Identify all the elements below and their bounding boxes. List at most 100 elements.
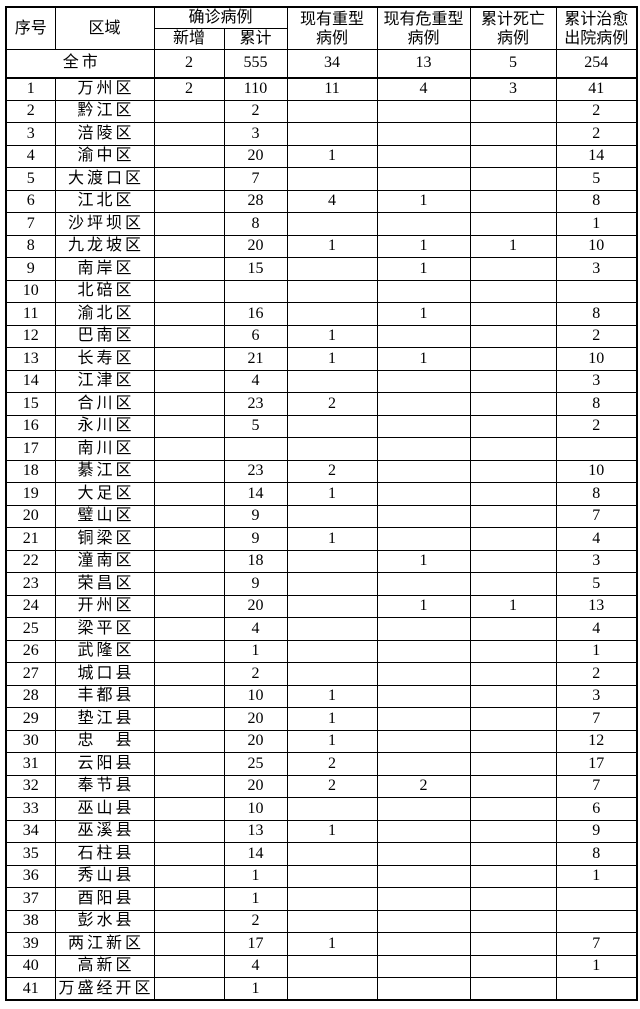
cell-severe: 2 bbox=[286, 774, 378, 798]
cell-cured: 8 bbox=[555, 392, 638, 416]
table-row: 38 彭水县 2 bbox=[5, 909, 638, 933]
table-row: 32 奉节县 20 2 2 7 bbox=[5, 774, 638, 798]
cell-cured: 2 bbox=[555, 662, 638, 686]
cell-new bbox=[153, 977, 225, 1001]
cell-seq: 16 bbox=[5, 414, 56, 438]
cell-critical bbox=[376, 144, 471, 168]
cell-cured: 8 bbox=[555, 482, 638, 506]
cell-seq: 40 bbox=[5, 954, 56, 978]
cell-new: 2 bbox=[153, 77, 225, 101]
cell-cumulative: 2 bbox=[223, 662, 288, 686]
cell-deaths bbox=[469, 527, 557, 551]
cell-new bbox=[153, 864, 225, 888]
cell-seq: 22 bbox=[5, 549, 56, 573]
cell-critical bbox=[376, 527, 471, 551]
cell-severe: 1 bbox=[286, 347, 378, 371]
cell-deaths bbox=[469, 122, 557, 146]
cell-deaths bbox=[469, 774, 557, 798]
cell-cured bbox=[555, 909, 638, 933]
cell-seq: 6 bbox=[5, 189, 56, 213]
cell-critical bbox=[376, 212, 471, 236]
cell-region: 巫溪县 bbox=[54, 819, 155, 843]
cell-cumulative: 20 bbox=[223, 707, 288, 731]
cell-region: 大足区 bbox=[54, 482, 155, 506]
cell-critical bbox=[376, 279, 471, 303]
cell-region: 沙坪坝区 bbox=[54, 212, 155, 236]
cell-deaths bbox=[469, 369, 557, 393]
cell-new bbox=[153, 707, 225, 731]
cell-deaths bbox=[469, 347, 557, 371]
cell-region: 开州区 bbox=[54, 594, 155, 618]
cell-deaths bbox=[469, 212, 557, 236]
cell-deaths: 1 bbox=[469, 234, 557, 258]
cell-region: 合川区 bbox=[54, 392, 155, 416]
cell-new bbox=[153, 369, 225, 393]
cell-severe: 2 bbox=[286, 459, 378, 483]
cell-cured: 7 bbox=[555, 504, 638, 528]
cell-region: 潼南区 bbox=[54, 549, 155, 573]
cell-new-total: 2 bbox=[153, 49, 225, 79]
cell-new bbox=[153, 347, 225, 371]
table-row: 39 两江新区 17 1 7 bbox=[5, 932, 638, 956]
cell-critical: 1 bbox=[376, 189, 471, 213]
cell-cured: 9 bbox=[555, 819, 638, 843]
cell-cumulative-total: 555 bbox=[223, 49, 288, 79]
cell-deaths bbox=[469, 324, 557, 348]
cell-seq: 23 bbox=[5, 572, 56, 596]
cell-deaths bbox=[469, 189, 557, 213]
cell-deaths bbox=[469, 639, 557, 663]
cell-severe bbox=[286, 212, 378, 236]
cell-critical bbox=[376, 887, 471, 911]
header-row-1: 序号 区域 确诊病例 现有重型 病例 现有危重型 病例 累计死亡 病例 累计治愈… bbox=[5, 6, 638, 50]
cell-deaths bbox=[469, 842, 557, 866]
cell-cumulative: 18 bbox=[223, 549, 288, 573]
header-confirmed-group: 确诊病例 bbox=[153, 6, 288, 29]
cell-severe bbox=[286, 842, 378, 866]
cell-severe bbox=[286, 302, 378, 326]
cell-seq: 3 bbox=[5, 122, 56, 146]
cell-seq: 15 bbox=[5, 392, 56, 416]
table-row: 26 武隆区 1 1 bbox=[5, 639, 638, 663]
table-row: 40 高新区 4 1 bbox=[5, 954, 638, 978]
cell-deaths bbox=[469, 99, 557, 123]
citywide-total-row: 全市 2 555 34 13 5 254 bbox=[5, 49, 638, 79]
table-row: 28 丰都县 10 1 3 bbox=[5, 684, 638, 708]
table-row: 10 北碚区 bbox=[5, 279, 638, 303]
cell-deaths bbox=[469, 302, 557, 326]
cell-new bbox=[153, 167, 225, 191]
header-cumulative-cases: 累计 bbox=[223, 28, 288, 50]
table-row: 11 渝北区 16 1 8 bbox=[5, 302, 638, 326]
cell-cured: 1 bbox=[555, 212, 638, 236]
cell-cured: 7 bbox=[555, 707, 638, 731]
cell-critical bbox=[376, 369, 471, 393]
cell-critical-total: 13 bbox=[376, 49, 471, 79]
cell-seq: 34 bbox=[5, 819, 56, 843]
cell-region: 丰都县 bbox=[54, 684, 155, 708]
cell-severe bbox=[286, 279, 378, 303]
cell-new bbox=[153, 774, 225, 798]
cell-deaths bbox=[469, 752, 557, 776]
cell-critical bbox=[376, 684, 471, 708]
cell-cumulative: 9 bbox=[223, 572, 288, 596]
header-seq: 序号 bbox=[5, 6, 56, 50]
cell-cumulative: 1 bbox=[223, 977, 288, 1001]
header-region: 区域 bbox=[54, 6, 155, 50]
cell-critical bbox=[376, 977, 471, 1001]
cell-cured: 7 bbox=[555, 932, 638, 956]
cell-severe bbox=[286, 99, 378, 123]
cell-severe bbox=[286, 122, 378, 146]
cell-cumulative: 14 bbox=[223, 842, 288, 866]
cell-severe: 1 bbox=[286, 932, 378, 956]
table-row: 25 梁平区 4 4 bbox=[5, 617, 638, 641]
cell-severe: 1 bbox=[286, 684, 378, 708]
cell-seq: 35 bbox=[5, 842, 56, 866]
cell-cured: 10 bbox=[555, 347, 638, 371]
cell-seq: 12 bbox=[5, 324, 56, 348]
cell-new bbox=[153, 729, 225, 753]
cell-cured: 3 bbox=[555, 549, 638, 573]
cell-severe: 1 bbox=[286, 234, 378, 258]
cell-new bbox=[153, 279, 225, 303]
cell-deaths bbox=[469, 459, 557, 483]
cell-new bbox=[153, 302, 225, 326]
cell-seq: 17 bbox=[5, 437, 56, 461]
